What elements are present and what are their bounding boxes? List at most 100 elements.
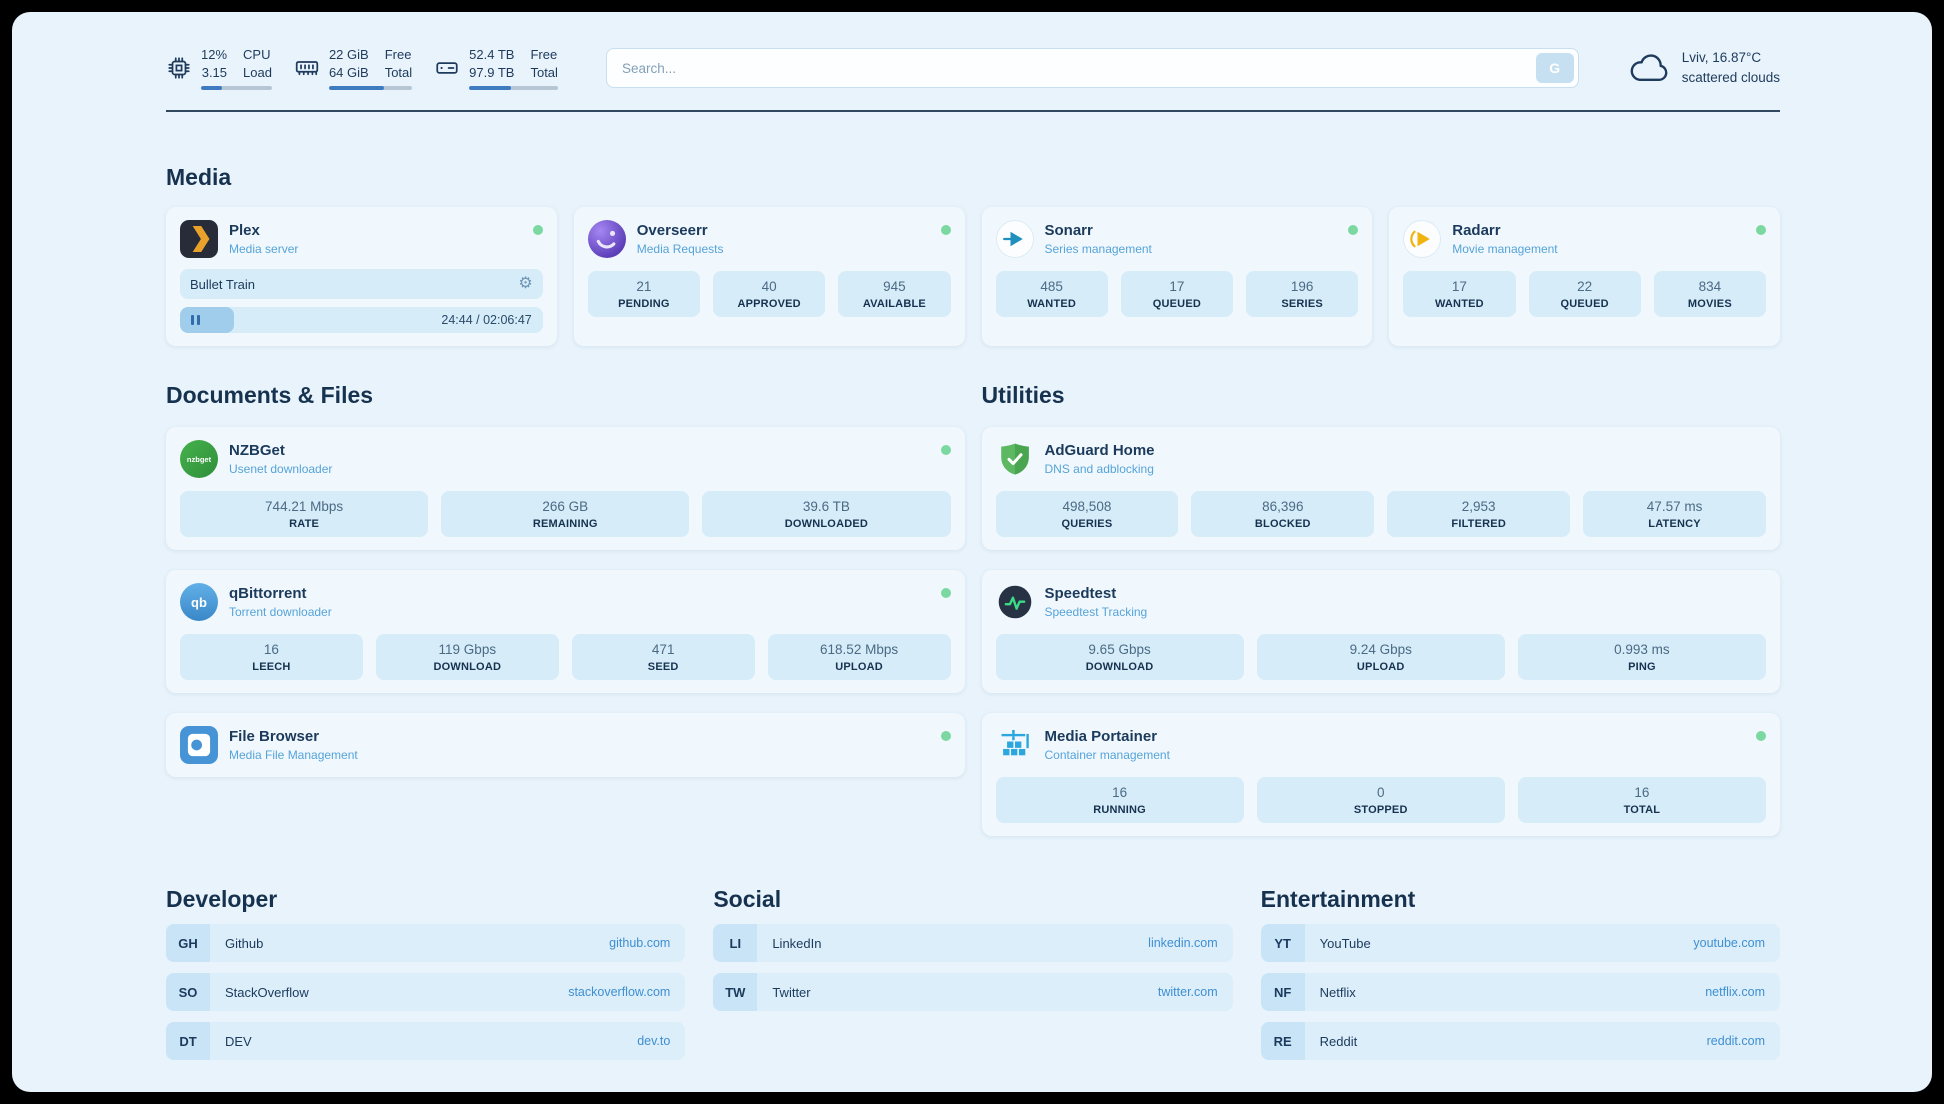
bookmark-url: linkedin.com xyxy=(1148,936,1218,951)
bookmark-name: Netflix xyxy=(1319,984,1356,1000)
reddit-abbr-chip: RE xyxy=(1260,1022,1305,1061)
disk-progress-fill xyxy=(469,86,511,91)
app-subtitle: Media server xyxy=(229,242,299,257)
stat-label: BLOCKED xyxy=(1254,518,1311,531)
app-name: Plex xyxy=(229,222,260,240)
memory-progress-bar xyxy=(328,86,413,91)
memory-free-value: 22 GiB xyxy=(328,47,369,62)
stat-label: SEED xyxy=(647,661,679,674)
app-card-plex[interactable]: Plex Media server Bullet Train ⚙ 24:44 /… xyxy=(166,207,557,347)
playback-progress-bar[interactable]: 24:44 / 02:06:47 xyxy=(180,307,543,334)
pause-icon[interactable] xyxy=(191,315,200,326)
stat-value: 17 xyxy=(1169,279,1185,295)
app-card-overseerr[interactable]: Overseerr Media Requests 21 PENDING 40 A… xyxy=(573,207,965,347)
app-subtitle: Movie management xyxy=(1452,242,1558,257)
bookmark-url: youtube.com xyxy=(1693,936,1765,951)
cpu-progress-fill xyxy=(201,86,223,91)
status-dot xyxy=(1756,225,1766,236)
now-playing-row: Bullet Train ⚙ xyxy=(180,269,543,300)
stat-value: 47.57 ms xyxy=(1646,499,1703,515)
cpu-progress-bar xyxy=(201,86,272,91)
search-engine-button[interactable]: G xyxy=(1535,53,1574,84)
stat-value: 17 xyxy=(1451,279,1467,295)
stat-movies: 834 MOVIES xyxy=(1653,271,1766,318)
entertainment-bookmarks: Entertainment YT YouTube youtube.com NF … xyxy=(1260,886,1780,1061)
disk-free-label: Free xyxy=(530,47,558,62)
stat-value: 0.993 ms xyxy=(1614,642,1670,658)
disk-progress-bar xyxy=(469,86,558,91)
stat-label: APPROVED xyxy=(737,298,801,311)
stat-ping: 0.993 ms PING xyxy=(1517,634,1766,681)
youtube-abbr-chip: YT xyxy=(1260,924,1305,963)
cpu-load-label: Load xyxy=(243,64,272,80)
media-section: Media Plex Media server Bullet Train ⚙ xyxy=(166,164,1780,347)
stat-label: PING xyxy=(1628,661,1656,674)
stat-value: 196 xyxy=(1290,279,1314,295)
gear-icon[interactable]: ⚙ xyxy=(518,275,533,293)
social-bookmarks: Social LI LinkedIn linkedin.com TW Twitt… xyxy=(713,886,1233,1012)
stat-value: 2,953 xyxy=(1461,499,1496,515)
bookmark-name: Twitter xyxy=(772,984,811,1000)
app-name: qBittorrent xyxy=(229,585,307,603)
disk-free-value: 52.4 TB xyxy=(469,47,515,62)
stat-remaining: 266 GB REMAINING xyxy=(441,491,690,538)
app-card-adguard[interactable]: AdGuard Home DNS and adblocking 498,508 … xyxy=(981,427,1780,551)
app-name: Overseerr xyxy=(636,222,708,240)
filebrowser-icon xyxy=(180,726,218,765)
stat-label: MOVIES xyxy=(1687,298,1732,311)
status-dot xyxy=(940,445,951,456)
cpu-label: CPU xyxy=(243,47,271,62)
cpu-load-avg: 3.15 xyxy=(201,64,228,80)
app-card-speedtest[interactable]: Speedtest Speedtest Tracking 9.65 Gbps D… xyxy=(981,570,1780,694)
bookmark-youtube[interactable]: YT YouTube youtube.com xyxy=(1260,924,1780,963)
app-subtitle: Torrent downloader xyxy=(229,605,332,620)
stat-value: 266 GB xyxy=(542,499,589,515)
stat-label: STOPPED xyxy=(1353,804,1408,817)
topbar: 12% 3.15 CPU Load xyxy=(166,42,1780,91)
app-card-filebrowser[interactable]: File Browser Media File Management xyxy=(166,713,965,778)
bookmark-url: reddit.com xyxy=(1706,1034,1765,1049)
app-card-radarr[interactable]: Radarr Movie management 17 WANTED 22 QUE… xyxy=(1389,207,1780,347)
memory-total-label: Total xyxy=(384,64,413,80)
bookmark-linkedin[interactable]: LI LinkedIn linkedin.com xyxy=(713,924,1233,963)
stat-label: LEECH xyxy=(252,661,291,674)
app-subtitle: Speedtest Tracking xyxy=(1044,605,1148,620)
stat-total: 16 TOTAL xyxy=(1517,777,1766,824)
stat-leech: 16 LEECH xyxy=(180,634,363,681)
app-card-portainer[interactable]: Media Portainer Container management 16 … xyxy=(981,713,1780,837)
bookmark-netflix[interactable]: NF Netflix netflix.com xyxy=(1260,973,1780,1012)
bookmark-url: twitter.com xyxy=(1157,985,1218,1000)
stat-value: 39.6 TB xyxy=(802,499,850,515)
social-section-title: Social xyxy=(713,886,782,913)
status-dot xyxy=(1756,731,1766,742)
app-card-qbittorrent[interactable]: qb qBittorrent Torrent downloader 16 LEE… xyxy=(166,570,965,694)
stat-download: 9.65 Gbps DOWNLOAD xyxy=(995,634,1244,681)
app-name: Radarr xyxy=(1452,222,1501,240)
stat-wanted: 17 WANTED xyxy=(1403,271,1516,318)
overseerr-icon xyxy=(587,220,626,259)
stat-label: QUERIES xyxy=(1061,518,1113,531)
bookmark-reddit[interactable]: RE Reddit reddit.com xyxy=(1260,1022,1780,1061)
bookmark-github[interactable]: GH Github github.com xyxy=(166,924,686,963)
stat-latency: 47.57 ms LATENCY xyxy=(1583,491,1766,538)
utilities-section-title: Utilities xyxy=(981,382,1065,409)
memory-total-value: 64 GiB xyxy=(328,64,369,80)
twitter-abbr-chip: TW xyxy=(713,973,758,1012)
stat-series: 196 SERIES xyxy=(1246,271,1359,318)
bookmark-dev[interactable]: DT DEV dev.to xyxy=(166,1022,686,1061)
netflix-abbr-chip: NF xyxy=(1260,973,1305,1012)
search-input[interactable] xyxy=(605,48,1579,89)
stat-value: 21 xyxy=(636,279,652,295)
bookmark-name: LinkedIn xyxy=(772,935,822,951)
memory-progress-fill xyxy=(328,86,384,91)
stat-rate: 744.21 Mbps RATE xyxy=(180,491,429,538)
bookmark-twitter[interactable]: TW Twitter twitter.com xyxy=(713,973,1233,1012)
bookmark-stackoverflow[interactable]: SO StackOverflow stackoverflow.com xyxy=(166,973,686,1012)
app-card-sonarr[interactable]: Sonarr Series management 485 WANTED 17 Q… xyxy=(981,207,1373,347)
app-card-nzbget[interactable]: nzbget NZBGet Usenet downloader 744.21 M… xyxy=(166,427,965,551)
app-subtitle: DNS and adblocking xyxy=(1044,462,1154,477)
stat-label: PENDING xyxy=(618,298,670,311)
stat-label: RATE xyxy=(289,518,320,531)
developer-bookmarks: Developer GH Github github.com SO StackO… xyxy=(166,886,686,1061)
stat-label: QUEUED xyxy=(1560,298,1609,311)
